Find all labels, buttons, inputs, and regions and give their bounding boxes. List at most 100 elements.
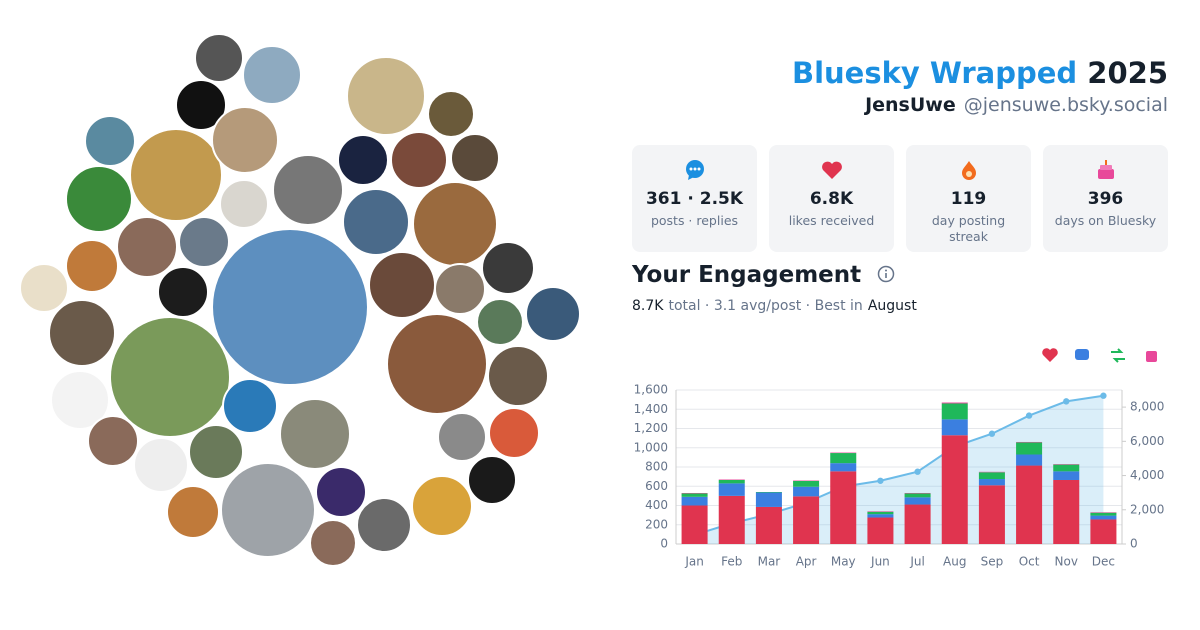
bar-segment xyxy=(1016,465,1043,544)
x-tick-label: Oct xyxy=(1019,555,1040,569)
summary: total · 3.1 avg/post · Best in xyxy=(668,298,863,314)
legend-icon[interactable] xyxy=(1075,349,1089,360)
x-tick-label: Jan xyxy=(684,555,704,569)
bar-segment xyxy=(1053,471,1080,480)
x-tick-label: May xyxy=(831,555,856,569)
line-point xyxy=(877,477,884,484)
bar-segment xyxy=(978,479,1005,486)
legend-icon[interactable] xyxy=(1042,348,1058,362)
stat-label: posts · replies xyxy=(650,213,739,228)
handle: @jensuwe.bsky.social xyxy=(963,94,1168,116)
line-point xyxy=(988,430,996,437)
y-tick-label: 400 xyxy=(645,498,668,512)
bar-segment xyxy=(867,517,894,544)
stat-label: likes received xyxy=(788,213,875,228)
x-tick-label: Mar xyxy=(758,555,781,569)
x-tick-label: Dec xyxy=(1092,555,1115,569)
y-tick-label: 200 xyxy=(645,517,668,531)
bar-segment xyxy=(941,402,968,404)
bar-segment xyxy=(755,506,782,544)
y2-tick-label: 6,000 xyxy=(1130,434,1164,448)
y2-tick-label: 8,000 xyxy=(1130,400,1164,414)
icon xyxy=(1097,160,1114,179)
y-tick-label: 1,000 xyxy=(634,440,668,454)
stat-value: 119 xyxy=(950,189,987,209)
engagement-summary: 8.7K total · 3.1 avg/post · Best in August xyxy=(632,298,917,314)
x-tick-label: Jul xyxy=(909,555,924,569)
bar-segment xyxy=(681,505,708,544)
section-title-text: Your Engagement xyxy=(632,262,862,288)
bar-segment xyxy=(793,496,820,544)
line-point xyxy=(1100,392,1107,399)
bar-segment xyxy=(904,504,931,544)
stat-value: 6.8K xyxy=(809,189,854,209)
section-title: Your Engagement xyxy=(632,262,895,288)
bar-segment xyxy=(718,479,745,484)
y2-tick-label: 2,000 xyxy=(1130,502,1164,516)
best-month: August xyxy=(867,298,917,314)
bar-segment xyxy=(941,403,968,420)
stat-card: 119 day posting streak xyxy=(906,145,1031,252)
bar-segment xyxy=(830,453,857,464)
icon xyxy=(821,161,842,179)
bar-segment xyxy=(1053,464,1080,472)
bar-segment xyxy=(718,483,745,496)
x-tick-label: Apr xyxy=(796,555,817,569)
bar-segment xyxy=(1016,454,1043,466)
bar-segment xyxy=(681,496,708,506)
bar-segment xyxy=(1090,515,1117,520)
stat-label: days on Bluesky xyxy=(1054,213,1157,228)
x-tick-label: Feb xyxy=(721,555,742,569)
y2-tick-label: 0 xyxy=(1130,537,1138,551)
user: JensUwe @jensuwe.bsky.social xyxy=(865,94,1168,116)
line-point xyxy=(1025,412,1033,419)
bar-segment xyxy=(1016,442,1043,455)
display-name: JensUwe xyxy=(865,94,956,116)
info-icon[interactable] xyxy=(877,265,895,283)
bar-segment xyxy=(830,463,857,472)
bar-segment xyxy=(1090,512,1117,516)
bar-segment xyxy=(830,471,857,544)
title-text: Bluesky Wrapped xyxy=(791,56,1078,90)
bar-segment xyxy=(793,480,820,487)
y2-tick-label: 4,000 xyxy=(1130,468,1164,482)
legend xyxy=(1042,348,1157,363)
y-tick-label: 1,400 xyxy=(634,402,668,416)
bar-segment xyxy=(793,486,820,497)
bar-segment xyxy=(755,492,782,507)
y-tick-label: 1,600 xyxy=(634,383,668,397)
y-tick-label: 1,200 xyxy=(634,421,668,435)
y-tick-label: 600 xyxy=(645,479,668,493)
x-tick-label: Aug xyxy=(943,555,966,569)
y-tick-label: 800 xyxy=(645,460,668,474)
x-tick-label: Jun xyxy=(870,555,890,569)
x-tick-label: Sep xyxy=(981,555,1004,569)
bar-segment xyxy=(1053,479,1080,544)
avatar-collage xyxy=(19,33,581,567)
bar-segment xyxy=(904,493,931,498)
bar-segment xyxy=(941,419,968,436)
icon xyxy=(961,161,976,180)
bar-segment xyxy=(978,485,1005,544)
bar-segment xyxy=(941,435,968,544)
stat-value: 396 xyxy=(1087,189,1124,209)
bar-segment xyxy=(867,511,894,515)
bar-segment xyxy=(681,493,708,497)
bar-segment xyxy=(867,514,894,518)
bar-segment xyxy=(978,472,1005,480)
legend-icon[interactable] xyxy=(1111,348,1125,363)
x-tick-label: Nov xyxy=(1055,555,1078,569)
title-year: 2025 xyxy=(1087,56,1168,90)
total: 8.7K xyxy=(632,298,664,314)
stat-card: 6.8K likes received xyxy=(769,145,894,252)
stat-label: day posting streak xyxy=(931,213,1006,244)
legend-icon[interactable] xyxy=(1146,351,1157,362)
title: Bluesky Wrapped 2025 xyxy=(792,56,1168,90)
icon xyxy=(685,160,704,180)
line-point xyxy=(1063,398,1070,405)
bar-segment xyxy=(904,497,931,505)
stat-value: 361 · 2.5K xyxy=(645,189,744,209)
stat-card: 361 · 2.5K posts · replies xyxy=(632,145,757,252)
y-tick-label: 0 xyxy=(660,537,668,551)
chart: 0 200 400 600 800 1,000 1,200 1,400 1,600 0 2,000 4… xyxy=(634,348,1164,569)
